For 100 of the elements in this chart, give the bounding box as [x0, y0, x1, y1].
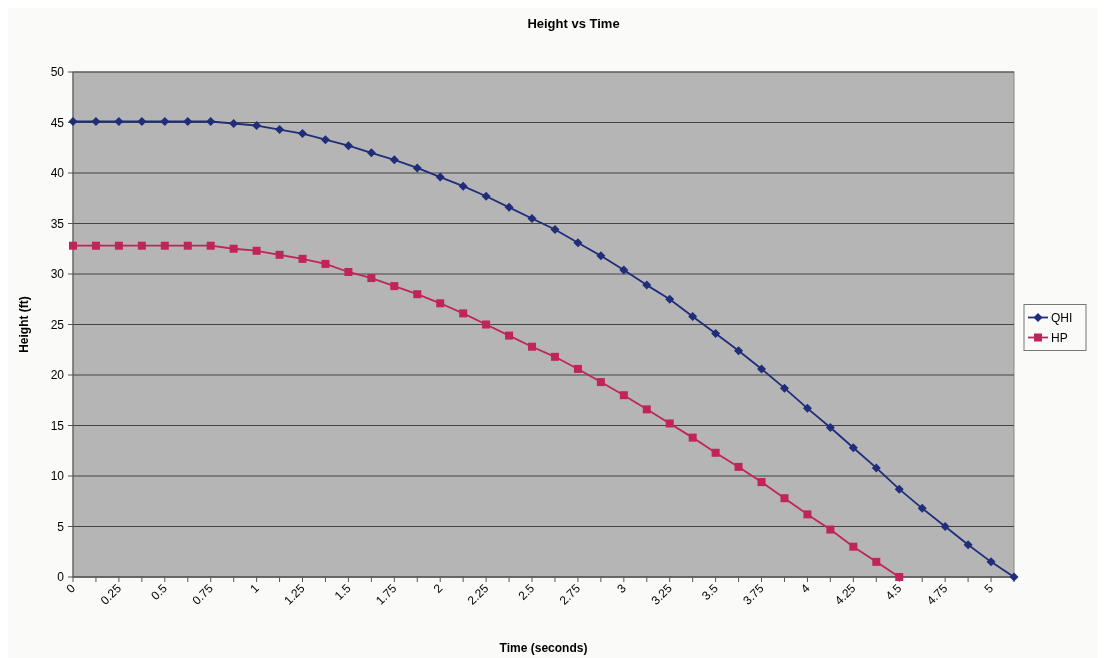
x-tick-label: 2.5 [515, 581, 538, 603]
point [803, 510, 812, 519]
point [780, 494, 789, 503]
point [91, 241, 100, 250]
point [665, 294, 675, 304]
legend-label: QHI [1051, 310, 1073, 325]
point [252, 246, 261, 255]
y-tick-label: 20 [50, 368, 65, 383]
x-tick-label: 3 [614, 581, 630, 596]
point [825, 423, 835, 433]
point [757, 364, 767, 374]
point [229, 244, 238, 253]
y-axis-title: Height (ft) [17, 296, 31, 353]
point [298, 254, 307, 263]
point [459, 309, 468, 318]
point [390, 282, 399, 291]
x-tick-label: 4.75 [923, 580, 951, 608]
point [779, 383, 789, 393]
y-tick-label: 5 [57, 519, 65, 534]
point [275, 125, 285, 135]
point [504, 202, 514, 212]
point [596, 251, 606, 261]
point [412, 163, 422, 173]
point [734, 346, 744, 356]
x-tick-label: 0.25 [97, 580, 125, 608]
x-tick-label: 1 [247, 581, 262, 596]
point [435, 172, 445, 182]
point [137, 116, 147, 126]
y-tick-label: 30 [50, 267, 65, 282]
point [389, 155, 399, 165]
point [367, 274, 376, 283]
y-tick-label: 25 [50, 317, 65, 332]
x-axis-title: Time (seconds) [499, 641, 588, 655]
point [366, 148, 376, 158]
point [642, 280, 652, 290]
point [940, 522, 950, 531]
point [183, 116, 193, 126]
point [137, 241, 146, 250]
point [986, 557, 996, 567]
point [688, 311, 698, 321]
point [114, 241, 123, 250]
point [963, 540, 973, 550]
x-tick-label: 0.75 [189, 580, 217, 608]
point [550, 225, 560, 235]
x-tick-label: 1.5 [331, 581, 354, 603]
y-tick-label: 45 [50, 115, 65, 130]
point [573, 364, 582, 373]
point [550, 352, 559, 361]
y-tick-label: 35 [50, 216, 65, 231]
point [91, 116, 101, 126]
point [68, 116, 78, 126]
point [711, 329, 721, 339]
y-tick-label: 15 [50, 418, 65, 433]
y-tick-label: 0 [57, 570, 65, 585]
x-tick-label: 5 [981, 581, 997, 596]
point [344, 267, 353, 276]
point [527, 213, 537, 223]
point [642, 405, 651, 414]
point [619, 265, 629, 275]
point [573, 238, 583, 248]
point [413, 290, 422, 299]
point [917, 503, 927, 513]
point [275, 250, 284, 259]
x-tick-label: 4.5 [882, 581, 905, 603]
x-tick-label: 3.5 [699, 581, 721, 603]
y-tick-label: 40 [50, 166, 65, 181]
point [320, 135, 330, 145]
point [69, 241, 77, 250]
point [688, 433, 697, 442]
point [872, 557, 881, 566]
point [114, 116, 124, 126]
point [894, 484, 904, 494]
chart-title: Height vs Time [527, 16, 620, 31]
point [436, 299, 445, 308]
point [505, 331, 514, 340]
x-tick-label: 4 [797, 581, 813, 596]
point [619, 391, 628, 400]
y-tick-label: 10 [50, 469, 65, 484]
point [458, 181, 468, 191]
point [528, 342, 537, 351]
point [848, 443, 858, 453]
point [482, 320, 491, 329]
legend-label: HP [1051, 330, 1068, 345]
point [871, 463, 881, 473]
point [183, 241, 192, 250]
point [206, 116, 216, 126]
point [711, 448, 720, 457]
point [252, 121, 262, 131]
point [596, 378, 605, 387]
point [802, 403, 812, 413]
x-tick-label: 0.5 [148, 581, 171, 603]
x-tick-label: 2 [430, 581, 446, 596]
point [229, 119, 239, 129]
y-tick-label: 50 [50, 65, 65, 80]
point [343, 141, 353, 151]
point [321, 259, 330, 268]
point [734, 462, 743, 471]
point [160, 241, 169, 250]
point [895, 573, 904, 581]
x-tick-label: 4.25 [832, 580, 859, 608]
